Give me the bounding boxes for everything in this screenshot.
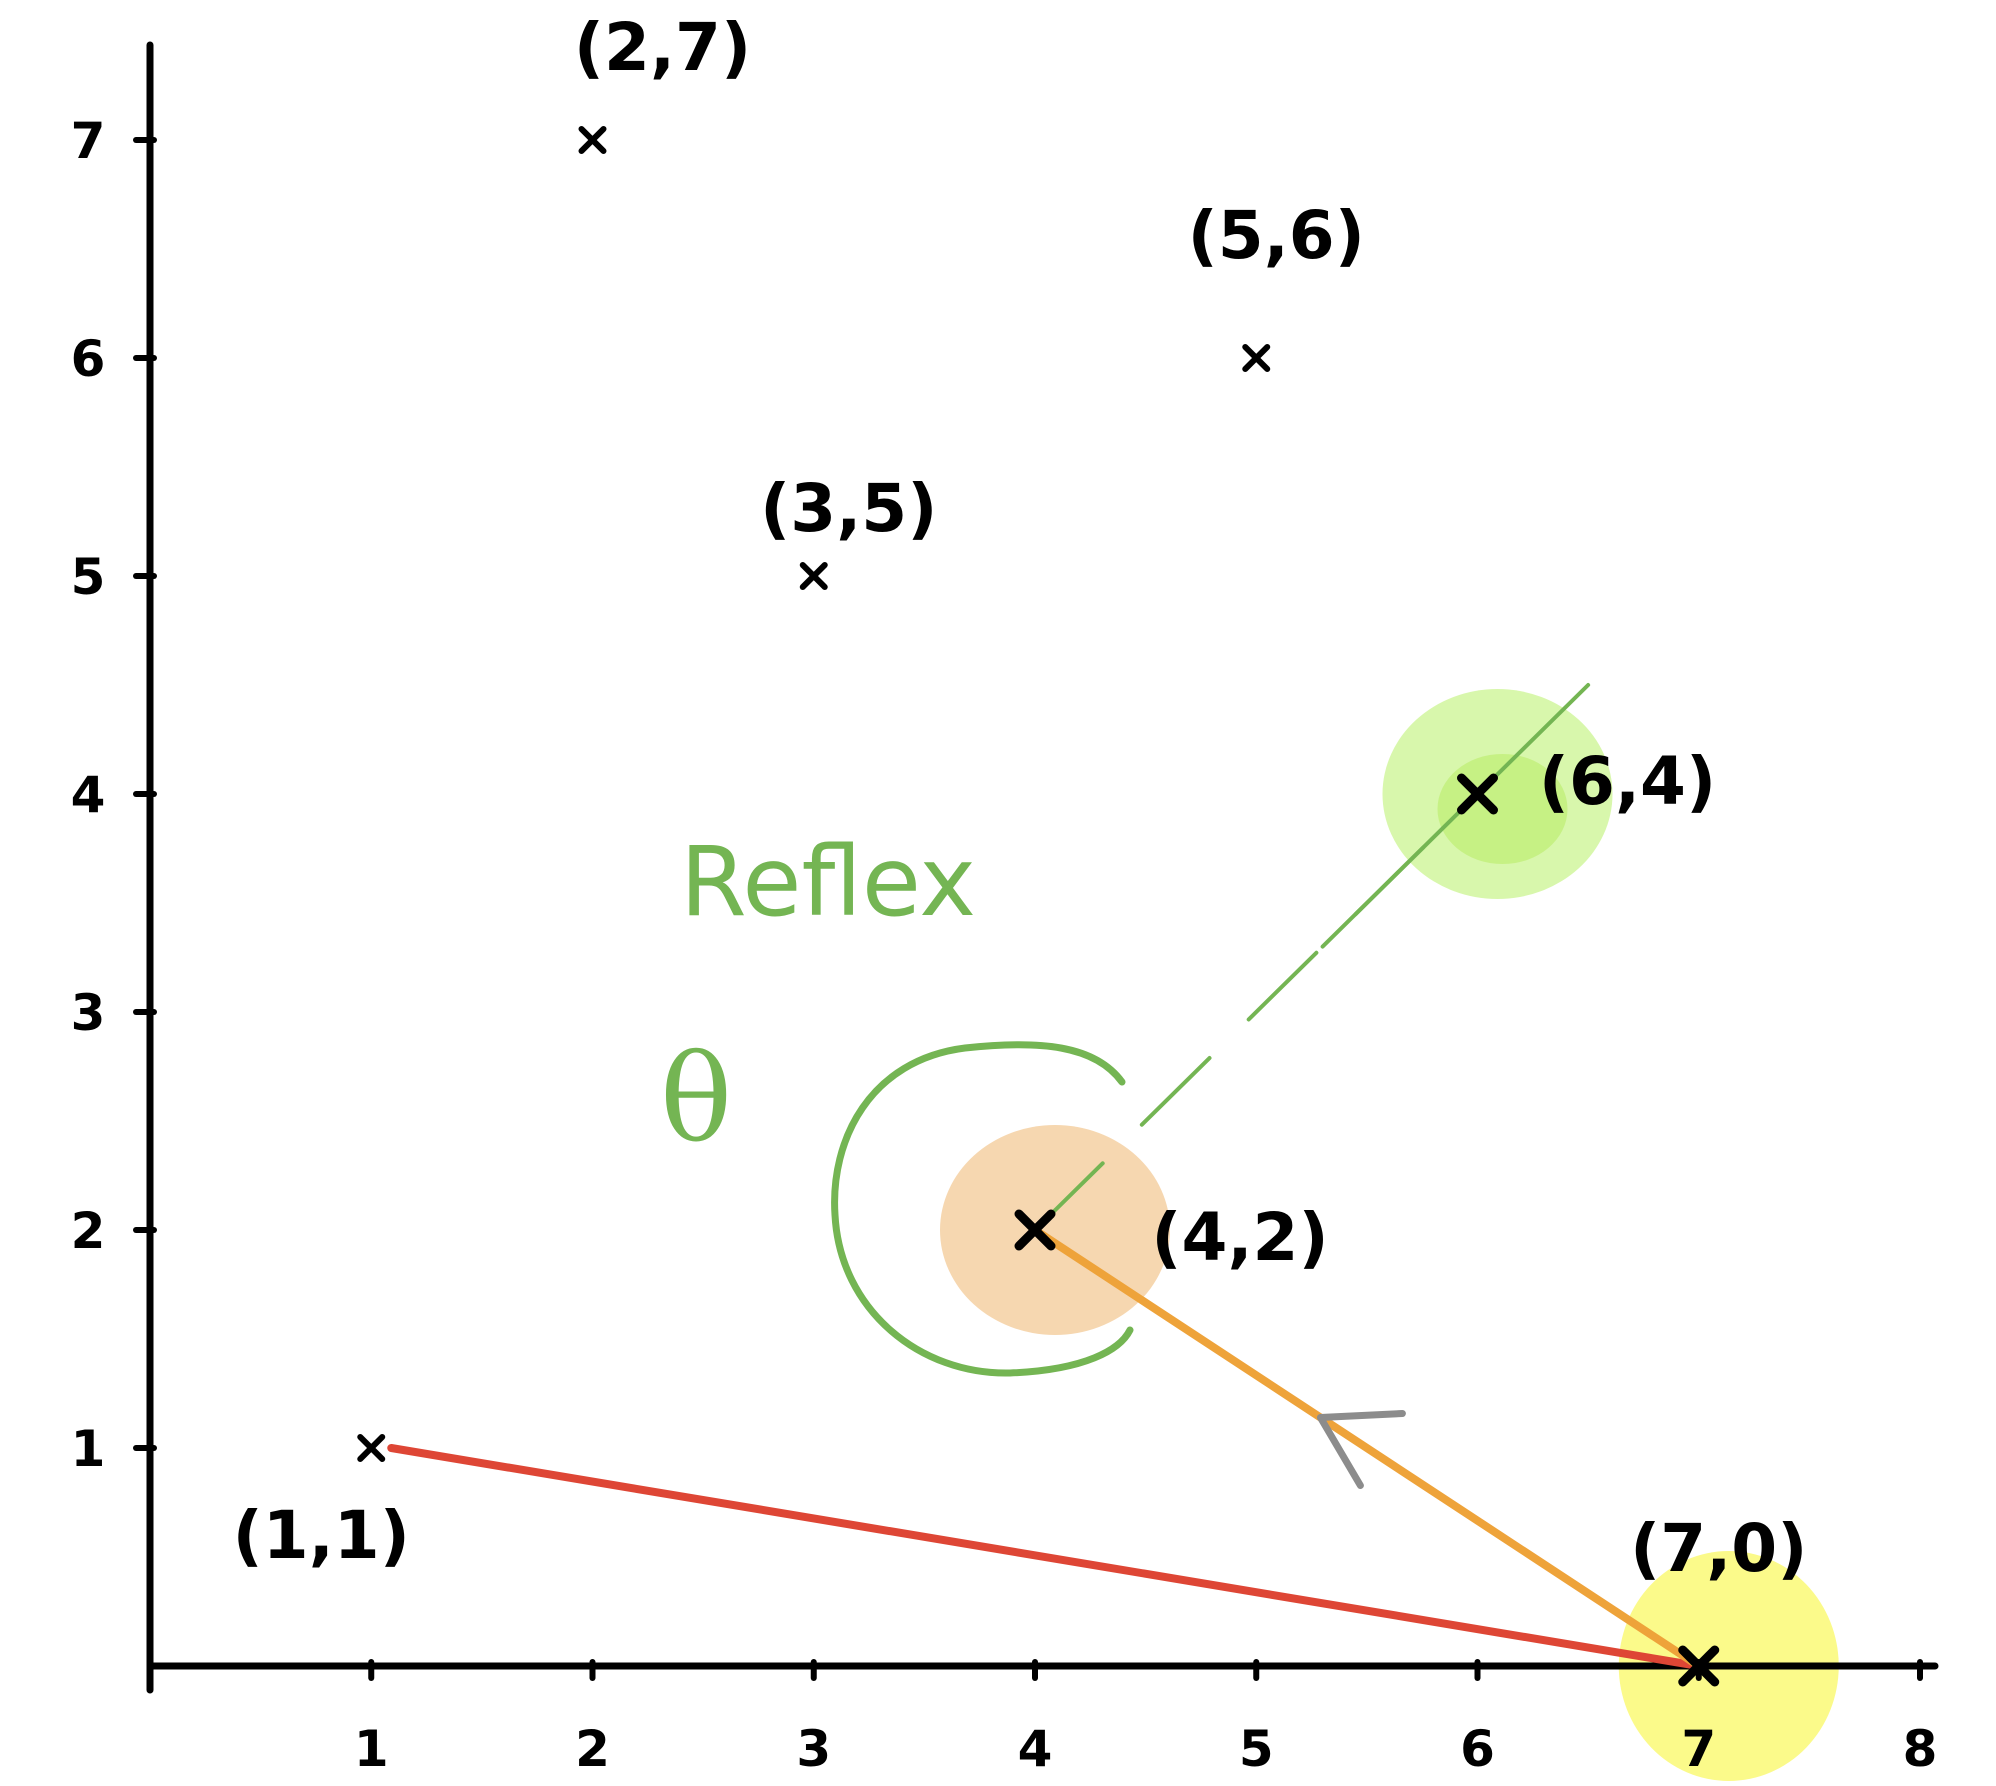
x-tick-label: 1 [354,1720,389,1778]
segment-orange [1031,1226,1703,1670]
y-tick-label: 1 [71,1420,106,1478]
segments [387,683,1703,1670]
y-tick-label: 7 [71,112,106,170]
y-tick-label: 2 [71,1202,106,1260]
axis-ticks: 1 2 3 4 5 6 7 8 1 2 3 4 5 6 7 [71,112,1938,1778]
axes [146,41,1939,1694]
direction-arrow [1316,1409,1406,1489]
point-marker [1242,344,1271,372]
x-tick-label: 5 [1239,1720,1274,1778]
point-marker [1457,773,1498,815]
point-marker [357,1434,386,1462]
segment-green-extension [1320,683,1591,949]
point-label: (4,2) [1151,1199,1328,1276]
x-tick-label: 2 [575,1720,610,1778]
reflex-annotation: Reflex [680,826,976,938]
point-label: (6,4) [1539,743,1716,820]
reflex-arc [831,1041,1134,1377]
y-tick-label: 5 [71,548,106,606]
point-marker [1678,1645,1720,1687]
x-tick-label: 6 [1460,1720,1495,1778]
y-tick-label: 3 [71,984,106,1042]
x-tick-label: 7 [1681,1720,1716,1778]
theta-annotation: θ [660,1030,732,1169]
point-label: (2,7) [574,9,751,86]
point-label: (1,1) [233,1497,410,1574]
annotations: Reflex θ [660,826,976,1169]
point-label: (5,6) [1188,197,1365,274]
data-points [357,126,1720,1687]
y-tick-label: 6 [71,330,106,388]
segment-red [387,1444,1703,1670]
x-tick-label: 8 [1903,1720,1938,1778]
x-tick-label: 4 [1018,1720,1053,1778]
point-label: (3,5) [760,470,937,547]
point-marker [799,562,828,590]
point-marker [1014,1209,1056,1251]
y-tick-label: 4 [71,766,106,824]
point-label: (7,0) [1630,1510,1807,1587]
point-marker [578,126,607,154]
x-tick-label: 3 [796,1720,831,1778]
highlight-orange [940,1125,1170,1335]
point-labels: (2,7) (5,6) (3,5) (6,4) (4,2) (1,1) (7,0) [233,9,1808,1587]
reflex-angle-arc [831,1041,1134,1377]
